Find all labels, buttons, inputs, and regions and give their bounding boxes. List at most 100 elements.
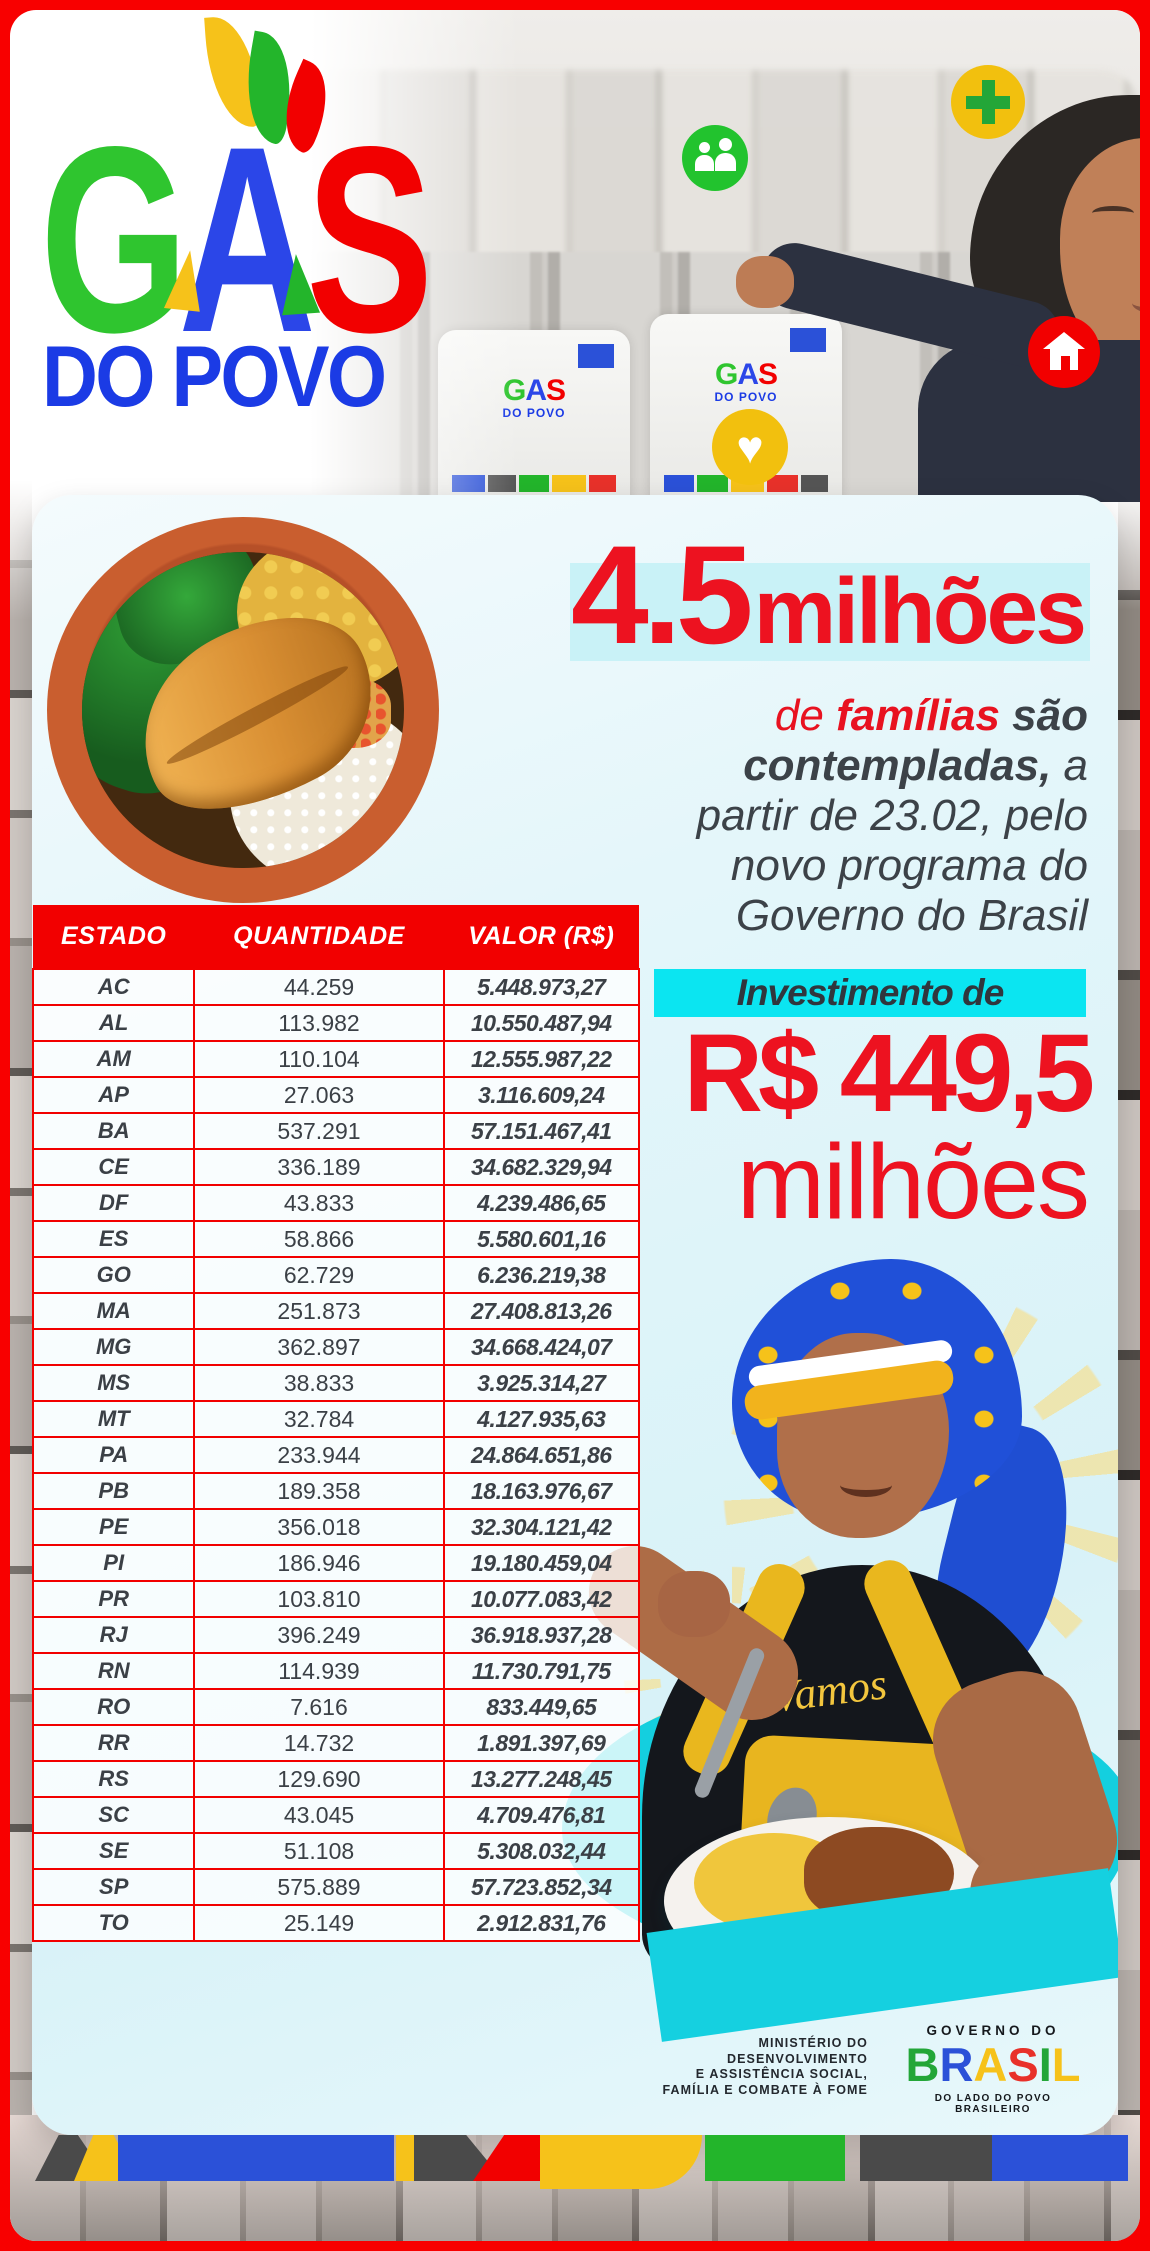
state-cell: AL <box>32 1004 196 1042</box>
value-cell: 4.709.476,81 <box>442 1796 641 1834</box>
quantity-cell: 537.291 <box>193 1112 445 1150</box>
value-cell: 4.127.935,63 <box>442 1400 641 1438</box>
table-row: PA 233.944 24.864.651,86 <box>32 1436 641 1474</box>
value-cell: 10.077.083,42 <box>442 1580 641 1618</box>
content-card: 4.5 milhões de famílias são contempladas… <box>32 495 1118 2135</box>
table-row: MT 32.784 4.127.935,63 <box>32 1400 641 1438</box>
quantity-cell: 362.897 <box>193 1328 445 1366</box>
shape-blue-bar2 <box>992 2135 1128 2181</box>
value-cell: 13.277.248,45 <box>442 1760 641 1798</box>
table-row: SE 51.108 5.308.032,44 <box>32 1832 641 1870</box>
state-cell: RS <box>32 1760 196 1798</box>
people-icon <box>682 125 748 191</box>
quantity-cell: 103.810 <box>193 1580 445 1618</box>
table-row: RR 14.732 1.891.397,69 <box>32 1724 641 1762</box>
investment-unit: milhões <box>736 1123 1090 1241</box>
state-cell: SP <box>32 1868 196 1906</box>
table-row: MG 362.897 34.668.424,07 <box>32 1328 641 1366</box>
quantity-cell: 110.104 <box>193 1040 445 1078</box>
quantity-cell: 25.149 <box>193 1904 445 1942</box>
home-icon <box>1028 316 1100 388</box>
value-cell: 5.580.601,16 <box>442 1220 641 1258</box>
investment-amount: R$ 449,5 <box>683 1012 1095 1135</box>
quantity-cell: 7.616 <box>193 1688 445 1726</box>
table-row: SC 43.045 4.709.476,81 <box>32 1796 641 1834</box>
table-row: PR 103.810 10.077.083,42 <box>32 1580 641 1618</box>
value-cell: 34.682.329,94 <box>442 1148 641 1186</box>
table-row: AC 44.259 5.448.973,27 <box>32 968 641 1006</box>
table-row: GO 62.729 6.236.219,38 <box>32 1256 641 1294</box>
value-cell: 57.723.852,34 <box>442 1868 641 1906</box>
state-cell: MT <box>32 1400 196 1438</box>
state-cell: ES <box>32 1220 196 1258</box>
logo-accent-yellow <box>163 248 207 312</box>
value-cell: 18.163.976,67 <box>442 1472 641 1510</box>
food-bowl-image <box>47 517 439 903</box>
quantity-cell: 58.866 <box>193 1220 445 1258</box>
states-table: ESTADO QUANTIDADE VALOR (R$) AC 44.259 5.4… <box>32 905 641 1942</box>
state-cell: RJ <box>32 1616 196 1654</box>
state-cell: MG <box>32 1328 196 1366</box>
value-cell: 3.116.609,24 <box>442 1076 641 1114</box>
value-cell: 36.918.937,28 <box>442 1616 641 1654</box>
state-cell: GO <box>32 1256 196 1294</box>
quantity-cell: 44.259 <box>193 968 445 1006</box>
headline-number: 4.5 <box>570 516 754 673</box>
governo-do-brasil-logo: GOVERNO DO BRASIL DO LADO DO POVO BRASIL… <box>897 2023 1089 2115</box>
shape-blue-bar <box>118 2135 394 2181</box>
investment-banner: Investimento de <box>654 969 1086 1017</box>
table-row: AP 27.063 3.116.609,24 <box>32 1076 641 1114</box>
quantity-cell: 51.108 <box>193 1832 445 1870</box>
column-header-valor: VALOR (R$) <box>443 905 639 969</box>
table-row: BA 537.291 57.151.467,41 <box>32 1112 641 1150</box>
table-row: TO 25.149 2.912.831,76 <box>32 1904 641 1942</box>
table-row: AM 110.104 12.555.987,22 <box>32 1040 641 1078</box>
logo-accent-green <box>277 252 321 316</box>
subtitle: de famílias são contempladas, a partir d… <box>696 691 1088 940</box>
shape-yellow-round <box>540 2135 702 2189</box>
value-cell: 3.925.314,27 <box>442 1364 641 1402</box>
table-row: RS 129.690 13.277.248,45 <box>32 1760 641 1798</box>
value-cell: 24.864.651,86 <box>442 1436 641 1474</box>
quantity-cell: 114.939 <box>193 1652 445 1690</box>
state-cell: DF <box>32 1184 196 1222</box>
quantity-cell: 38.833 <box>193 1364 445 1402</box>
value-cell: 5.448.973,27 <box>442 968 641 1006</box>
state-cell: AM <box>32 1040 196 1078</box>
cook-photo: Vamos <box>562 1235 1118 1986</box>
state-cell: PR <box>32 1580 196 1618</box>
quantity-cell: 251.873 <box>193 1292 445 1330</box>
value-cell: 27.408.813,26 <box>442 1292 641 1330</box>
state-cell: BA <box>32 1112 196 1150</box>
quantity-cell: 233.944 <box>193 1436 445 1474</box>
value-cell: 19.180.459,04 <box>442 1544 641 1582</box>
value-cell: 10.550.487,94 <box>442 1004 641 1042</box>
quantity-cell: 356.018 <box>193 1508 445 1546</box>
table-row: PE 356.018 32.304.121,42 <box>32 1508 641 1546</box>
photo-collage-right <box>1118 450 1140 2241</box>
headline: 4.5 milhões <box>570 516 1087 673</box>
state-cell: RN <box>32 1652 196 1690</box>
value-cell: 2.912.831,76 <box>442 1904 641 1942</box>
value-cell: 34.668.424,07 <box>442 1328 641 1366</box>
plus-icon <box>951 65 1025 139</box>
column-header-estado: ESTADO <box>33 905 195 969</box>
value-cell: 6.236.219,38 <box>442 1256 641 1294</box>
value-cell: 4.239.486,65 <box>442 1184 641 1222</box>
headline-highlight <box>570 563 1090 661</box>
quantity-cell: 575.889 <box>193 1868 445 1906</box>
heart-icon: ♥ <box>712 409 788 485</box>
value-cell: 833.449,65 <box>442 1688 641 1726</box>
ministry-signature: MINISTÉRIO DO DESENVOLVIMENTO E ASSISTÊN… <box>662 2036 868 2097</box>
logo-wordmark: GAS <box>40 92 433 388</box>
logo-subtitle: DO POVO <box>42 329 387 425</box>
table-row: CE 336.189 34.682.329,94 <box>32 1148 641 1186</box>
cook-hand <box>658 1571 730 1637</box>
quantity-cell: 189.358 <box>193 1472 445 1510</box>
table-row: SP 575.889 57.723.852,34 <box>32 1868 641 1906</box>
quantity-cell: 32.784 <box>193 1400 445 1438</box>
value-cell: 1.891.397,69 <box>442 1724 641 1762</box>
quantity-cell: 396.249 <box>193 1616 445 1654</box>
value-cell: 57.151.467,41 <box>442 1112 641 1150</box>
